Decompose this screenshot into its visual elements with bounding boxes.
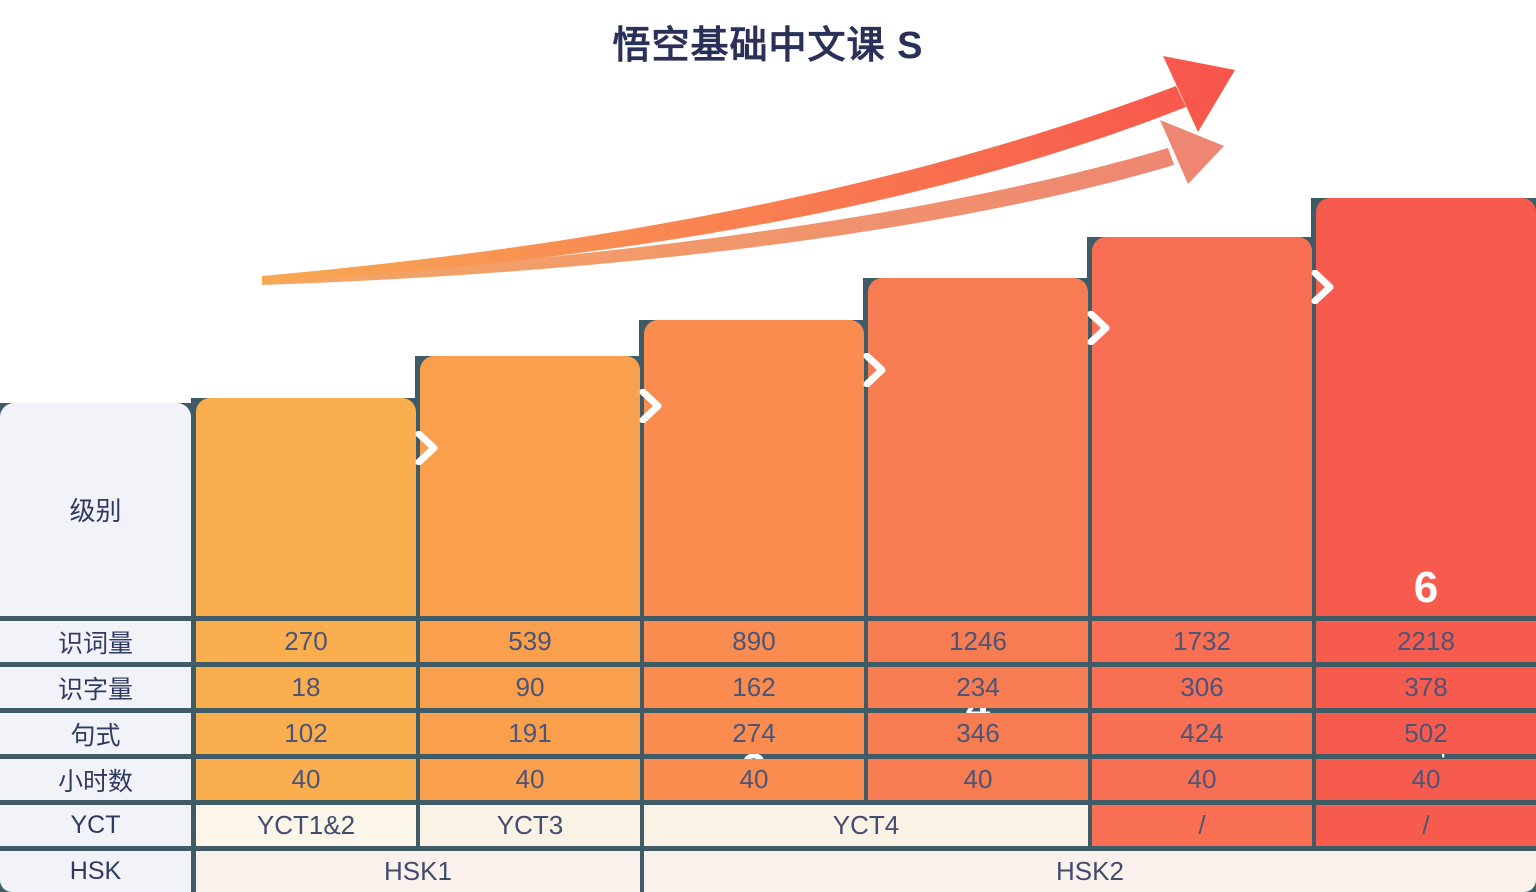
table-cell: 90 <box>420 667 640 708</box>
table-cell: 502 <box>1316 713 1536 754</box>
table-cell: 40 <box>196 759 416 800</box>
step-number: 6 <box>1413 563 1439 612</box>
page-title: 悟空基础中文课 S <box>612 25 924 67</box>
table-cell: 191 <box>420 713 640 754</box>
chevron-right-icon <box>415 430 439 466</box>
hsk-cell-span: HSK2 <box>644 851 1536 892</box>
table-cell: 306 <box>1092 667 1312 708</box>
yct-cell-span: YCT4 <box>644 805 1088 846</box>
row-label: 小时数 <box>0 759 191 800</box>
table-cell: 18 <box>196 667 416 708</box>
chevron-right-icon <box>863 352 887 388</box>
table-cell: 424 <box>1092 713 1312 754</box>
step-bar-2: 2 Step <box>420 356 640 892</box>
table-cell: 40 <box>1316 759 1536 800</box>
table-cell: 270 <box>196 621 416 662</box>
table-cell: 40 <box>1092 759 1312 800</box>
step-bar-4: 4 Step <box>868 278 1088 838</box>
table-cell: 346 <box>868 713 1088 754</box>
row-label: YCT <box>0 805 191 846</box>
table-cell: 1246 <box>868 621 1088 662</box>
step-bar-3: 3 Step <box>644 320 864 880</box>
table-cell: 102 <box>196 713 416 754</box>
level-header-cell: 级别 <box>0 403 191 616</box>
table-cell: 40 <box>420 759 640 800</box>
table-cell: 234 <box>868 667 1088 708</box>
table-cell: 890 <box>644 621 864 662</box>
step-bar-1: 1 Step <box>196 398 416 892</box>
growth-arrow-secondary <box>262 120 1224 285</box>
chevron-right-icon <box>1087 310 1111 346</box>
chevron-right-icon <box>639 388 663 424</box>
step-bar-5: 5 Step <box>1092 237 1312 797</box>
table-cell: 40 <box>868 759 1088 800</box>
yct-cell: / <box>1092 805 1312 846</box>
table-cell: 40 <box>644 759 864 800</box>
row-label: HSK <box>0 851 191 892</box>
table-cell: 378 <box>1316 667 1536 708</box>
hsk-cell-span: HSK1 <box>196 851 640 892</box>
yct-cell: / <box>1316 805 1536 846</box>
row-label: 识字量 <box>0 667 191 708</box>
yct-cell: YCT1&2 <box>196 805 416 846</box>
growth-arrow-primary <box>262 56 1235 283</box>
chevron-right-icon <box>1311 269 1335 305</box>
table-cell: 2218 <box>1316 621 1536 662</box>
row-label: 识词量 <box>0 621 191 662</box>
yct-cell: YCT3 <box>420 805 640 846</box>
table-cell: 539 <box>420 621 640 662</box>
step-bar-6: 6 Step <box>1316 198 1536 758</box>
row-label: 句式 <box>0 713 191 754</box>
table-cell: 274 <box>644 713 864 754</box>
table-cell: 162 <box>644 667 864 708</box>
table-cell: 1732 <box>1092 621 1312 662</box>
